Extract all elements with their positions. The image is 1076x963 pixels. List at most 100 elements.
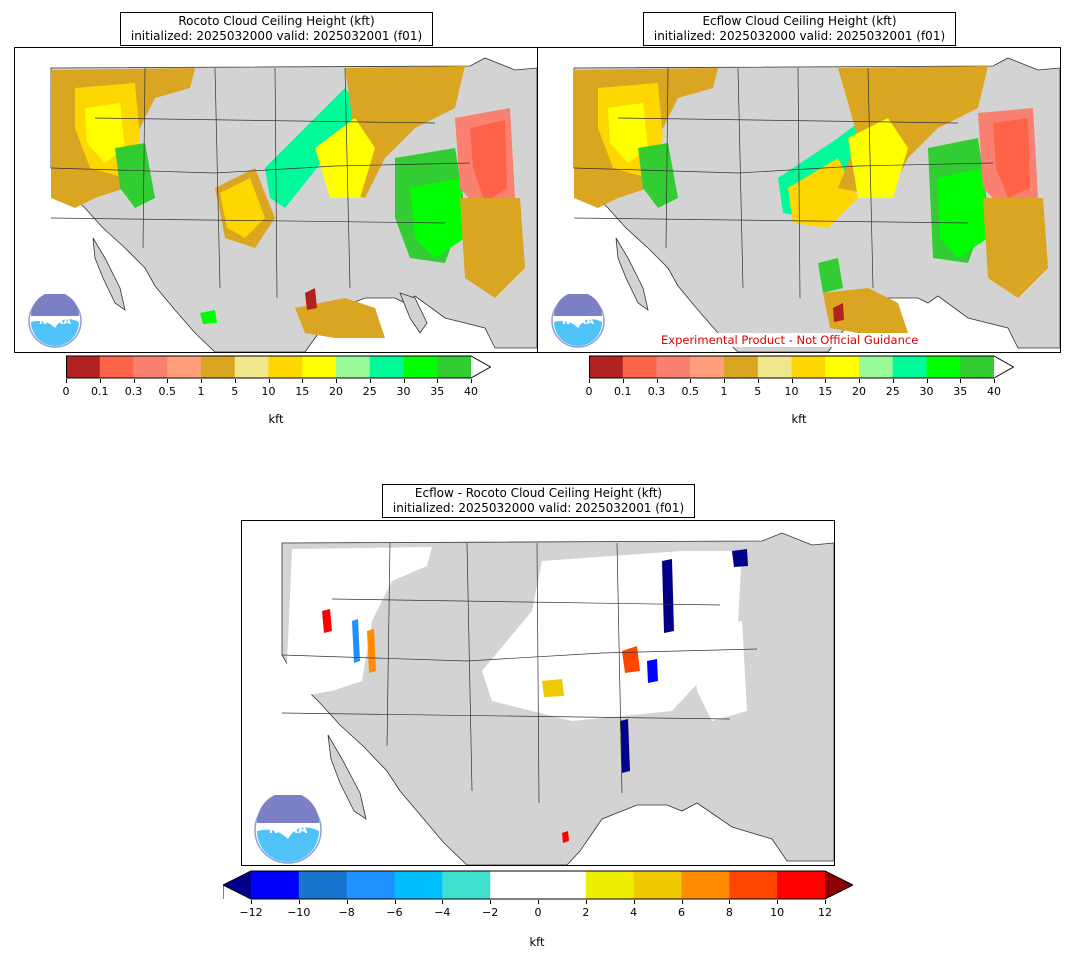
noaa-logo: NOAA — [23, 294, 87, 348]
colorbar-segment — [442, 871, 491, 899]
colorbar-tick-mark — [994, 379, 995, 383]
colorbar-tick-label: 1 — [197, 385, 205, 398]
colorbar-tick-mark — [302, 379, 304, 383]
colorbar-tick-mark — [234, 379, 236, 383]
colorbar-tick-label: 0.3 — [647, 385, 666, 398]
noaa-logo-icon: NOAA — [28, 294, 82, 348]
colorbar-tick-mark — [690, 379, 692, 383]
colorbar-tick-label: 0.5 — [681, 385, 700, 398]
diff-colorbar — [222, 870, 855, 900]
rocoto-title-line2: initialized: 2025032000 valid: 202503200… — [130, 29, 423, 43]
colorbar-segment — [791, 356, 826, 378]
colorbar-segment — [859, 356, 894, 378]
colorbar-tick-mark — [490, 900, 492, 904]
colorbar-tick-mark — [403, 379, 405, 383]
diff-title-line2: initialized: 2025032000 valid: 202503200… — [392, 501, 685, 515]
ecflow-title: Ecflow Cloud Ceiling Height (kft) initia… — [643, 12, 956, 46]
diff-title-line1: Ecflow - Rocoto Cloud Ceiling Height (kf… — [414, 486, 663, 500]
colorbar-tick-label: 0.3 — [124, 385, 143, 398]
colorbar-tick-label: 8 — [725, 906, 733, 919]
colorbar-tick-mark — [346, 900, 348, 904]
colorbar-tick-mark — [442, 900, 444, 904]
colorbar-segment — [167, 356, 202, 378]
colorbar-tick-mark — [394, 900, 396, 904]
colorbar-tick-mark — [926, 379, 928, 383]
colorbar-tick-mark — [437, 379, 439, 383]
colorbar-segment — [757, 356, 792, 378]
colorbar-tick-label: 30 — [919, 385, 934, 398]
colorbar-tick-label: −10 — [287, 906, 311, 919]
colorbar-segment — [66, 356, 101, 378]
colorbar-tick-label: 40 — [987, 385, 1001, 398]
state-borders — [50, 67, 471, 299]
colorbar-tick-label: 12 — [818, 906, 832, 919]
colorbar-tick-label: 25 — [362, 385, 377, 398]
rocoto-colorbar-unit: kft — [268, 412, 284, 426]
colorbar-outline — [222, 870, 855, 900]
colorbar-outline — [66, 355, 492, 379]
ecflow-map: NOAA Experimental Product - Not Official… — [537, 47, 1061, 353]
colorbar-segment — [336, 356, 371, 378]
colorbar-tick-mark — [729, 900, 731, 904]
colorbar-segment — [960, 356, 995, 378]
colorbar-tick-mark — [757, 379, 759, 383]
florida — [399, 292, 428, 334]
colorbar-tick-label: 1 — [720, 385, 728, 398]
noaa-logo-icon: NOAA — [551, 294, 605, 348]
noaa-logo-text: NOAA — [269, 822, 308, 836]
diff-colorbar-svg — [222, 870, 855, 900]
rocoto-title: Rocoto Cloud Ceiling Height (kft) initia… — [120, 12, 433, 46]
colorbar-tick-mark — [66, 379, 67, 383]
colorbar-tick-mark — [777, 900, 779, 904]
colorbar-segment — [234, 356, 269, 378]
colorbar-tick-mark — [791, 379, 793, 383]
colorbar-segment — [656, 356, 691, 378]
colorbar-segment — [538, 871, 587, 899]
colorbar-segment — [724, 356, 759, 378]
colorbar-segment — [926, 356, 961, 378]
colorbar-tick-mark — [892, 379, 894, 383]
colorbar-segment — [302, 356, 337, 378]
colorbar-segment — [369, 356, 404, 378]
colorbar-tick-mark — [538, 900, 539, 904]
colorbar-tick-label: 0 — [62, 385, 70, 398]
ecflow-map-svg — [538, 48, 1060, 352]
colorbar-tick-label: 0 — [585, 385, 593, 398]
ecflow-colorbar-unit: kft — [791, 412, 807, 426]
colorbar-tick-label: 10 — [770, 906, 785, 919]
colorbar-segment — [825, 356, 860, 378]
colorbar-tick-mark — [369, 379, 371, 383]
colorbar-tick-mark — [133, 379, 135, 383]
ecflow-title-line2: initialized: 2025032000 valid: 202503200… — [653, 29, 946, 43]
colorbar-segment — [99, 356, 134, 378]
colorbar-tick-mark — [201, 379, 202, 383]
colorbar-tick-mark — [859, 379, 860, 383]
rocoto-colorbar — [66, 355, 492, 379]
state-borders — [573, 67, 994, 299]
colorbar-tick-mark — [622, 379, 624, 383]
colorbar-over-arrow — [994, 356, 1014, 378]
colorbar-tick-label: 15 — [818, 385, 833, 398]
colorbar-tick-label: 30 — [396, 385, 411, 398]
colorbar-under-arrow — [223, 871, 251, 899]
noaa-logo: NOAA — [546, 294, 610, 348]
colorbar-tick-mark — [825, 900, 826, 904]
colorbar-over-arrow — [825, 871, 853, 899]
colorbar-segment — [681, 871, 730, 899]
noaa-logo-icon: NOAA — [254, 795, 322, 864]
diff-colorbar-unit: kft — [529, 935, 545, 949]
colorbar-tick-mark — [960, 379, 962, 383]
colorbar-tick-label: 0.1 — [614, 385, 632, 398]
rocoto-title-line1: Rocoto Cloud Ceiling Height (kft) — [178, 14, 375, 28]
colorbar-tick-mark — [99, 379, 101, 383]
colorbar-tick-label: 6 — [678, 906, 685, 919]
colorbar-tick-label: −2 — [482, 906, 499, 919]
rocoto-colorbar-svg — [66, 355, 492, 379]
colorbar-tick-label: 15 — [295, 385, 310, 398]
colorbar-segment — [589, 356, 624, 378]
ecflow-colorbar — [589, 355, 1015, 379]
colorbar-segment — [346, 871, 395, 899]
colorbar-tick-label: 5 — [754, 385, 762, 398]
colorbar-tick-mark — [167, 379, 169, 383]
colorbar-segment — [298, 871, 348, 899]
